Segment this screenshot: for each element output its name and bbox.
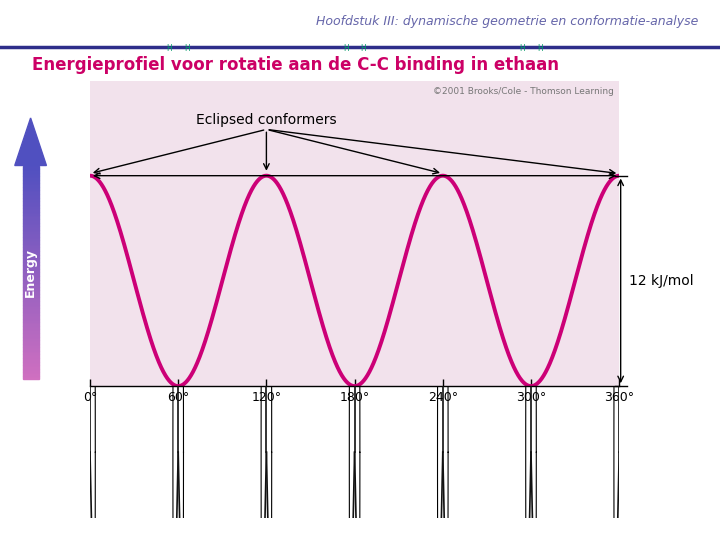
- Bar: [23, 336, 39, 340]
- Bar: [23, 287, 39, 291]
- Bar: [23, 365, 39, 369]
- Bar: [23, 344, 39, 347]
- Bar: [23, 230, 39, 233]
- Bar: [23, 165, 39, 169]
- Bar: [23, 376, 39, 379]
- Text: Energieprofiel voor rotatie aan de C-C binding in ethaan: Energieprofiel voor rotatie aan de C-C b…: [32, 56, 559, 74]
- Text: H: H: [343, 44, 349, 53]
- Text: 12 kJ/mol: 12 kJ/mol: [629, 274, 694, 288]
- Bar: [23, 294, 39, 298]
- Bar: [23, 205, 39, 208]
- Bar: [23, 354, 39, 358]
- Bar: [23, 333, 39, 336]
- Bar: [23, 226, 39, 230]
- Text: ©2001 Brooks/Cole - Thomson Learning: ©2001 Brooks/Cole - Thomson Learning: [433, 87, 614, 96]
- Bar: [23, 212, 39, 215]
- Text: H: H: [360, 44, 366, 53]
- Bar: [23, 308, 39, 312]
- Text: Hoofdstuk III: dynamische geometrie en conformatie-analyse: Hoofdstuk III: dynamische geometrie en c…: [316, 15, 698, 29]
- Bar: [23, 280, 39, 283]
- Bar: [23, 340, 39, 343]
- Bar: [23, 283, 39, 287]
- Bar: [23, 169, 39, 173]
- Text: H: H: [167, 44, 173, 53]
- Bar: [23, 237, 39, 240]
- Bar: [23, 219, 39, 222]
- Bar: [23, 276, 39, 280]
- Bar: [23, 208, 39, 212]
- Bar: [23, 191, 39, 194]
- Bar: [23, 329, 39, 333]
- Bar: [23, 362, 39, 365]
- Bar: [23, 305, 39, 308]
- Bar: [23, 312, 39, 315]
- Bar: [23, 176, 39, 180]
- Bar: [23, 240, 39, 244]
- Text: Eclipsed conformers: Eclipsed conformers: [196, 113, 337, 127]
- Bar: [23, 187, 39, 191]
- Bar: [23, 291, 39, 294]
- Bar: [23, 183, 39, 187]
- Bar: [23, 351, 39, 354]
- Bar: [23, 347, 39, 351]
- Bar: [23, 258, 39, 262]
- Text: H: H: [520, 44, 526, 53]
- Bar: [23, 372, 39, 376]
- Bar: [23, 173, 39, 176]
- Bar: [23, 198, 39, 201]
- Bar: [23, 269, 39, 272]
- Bar: [23, 358, 39, 362]
- Bar: [23, 215, 39, 219]
- Text: H: H: [536, 44, 542, 53]
- Bar: [23, 233, 39, 237]
- Bar: [23, 319, 39, 322]
- Bar: [23, 251, 39, 255]
- Bar: [23, 180, 39, 184]
- Bar: [23, 315, 39, 319]
- Bar: [23, 326, 39, 329]
- Bar: [23, 369, 39, 372]
- Bar: [23, 301, 39, 305]
- Bar: [23, 222, 39, 226]
- Bar: [23, 272, 39, 276]
- Bar: [23, 298, 39, 301]
- Bar: [23, 244, 39, 247]
- Text: H: H: [184, 44, 189, 53]
- Bar: [23, 262, 39, 265]
- Bar: [23, 254, 39, 258]
- Text: Energy: Energy: [24, 248, 37, 297]
- Polygon shape: [14, 118, 47, 165]
- Bar: [23, 201, 39, 205]
- Bar: [23, 194, 39, 198]
- Bar: [23, 265, 39, 269]
- Bar: [23, 247, 39, 251]
- Bar: [23, 322, 39, 326]
